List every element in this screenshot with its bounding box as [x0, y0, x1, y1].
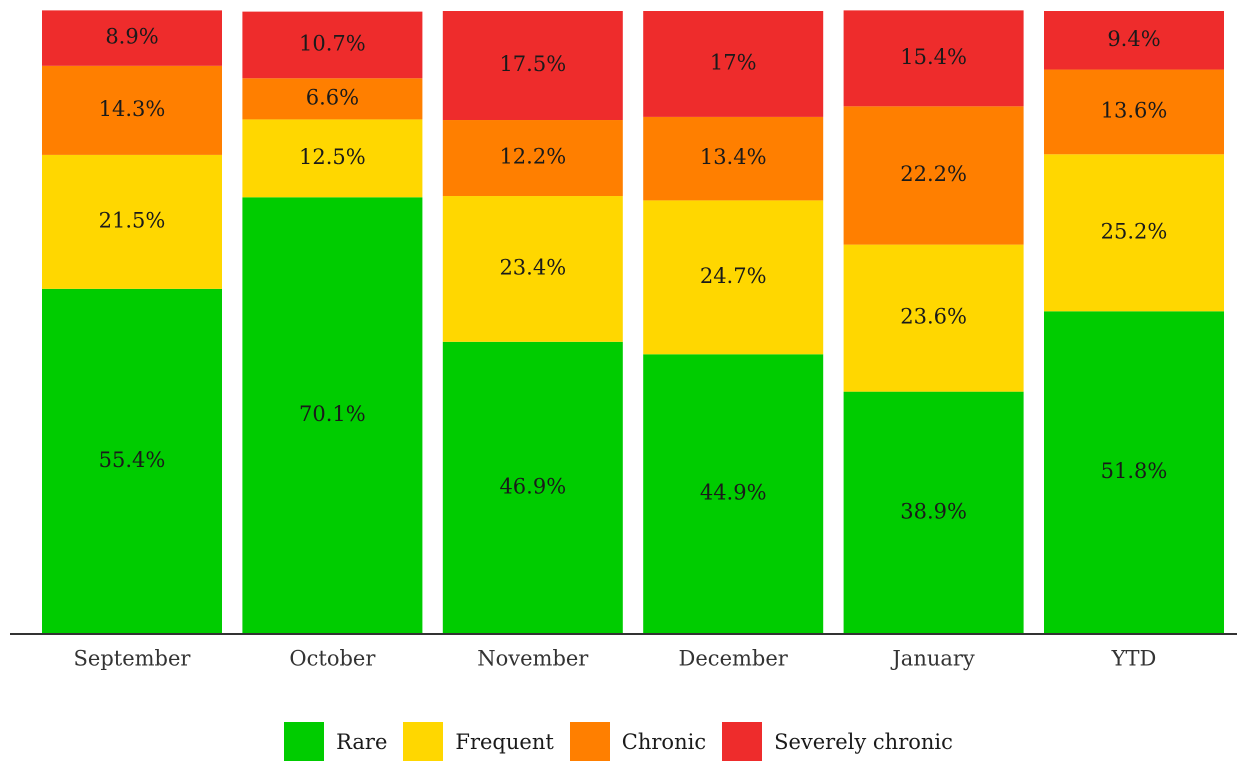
- legend-swatch-frequent: [403, 722, 444, 761]
- bar-segment-ytd-frequent: [1044, 154, 1224, 312]
- bar-segment-january-frequent: [843, 244, 1024, 392]
- bar-segment-december-frequent: [643, 200, 824, 355]
- data-label-september-chronic: 14.3%: [99, 97, 166, 121]
- data-label-october-rare: 70.1%: [299, 402, 366, 426]
- data-label-ytd-frequent: 25.2%: [1101, 219, 1168, 243]
- bar-segment-ytd-chronic: [1044, 69, 1224, 155]
- bars-layer: [42, 10, 1224, 635]
- legend-label-chronic: Chronic: [621, 730, 707, 754]
- bar-segment-november-rare: [442, 341, 623, 634]
- x-tick-label-december: December: [679, 647, 789, 671]
- data-label-january-rare: 38.9%: [900, 499, 967, 523]
- bar-segment-january-severely-chronic: [843, 10, 1024, 107]
- bar-segment-november-frequent: [442, 196, 623, 342]
- data-label-ytd-chronic: 13.6%: [1101, 98, 1168, 122]
- x-tick-label-ytd: YTD: [1111, 647, 1157, 671]
- legend-item-chronic: Chronic: [569, 722, 707, 761]
- data-label-december-frequent: 24.7%: [700, 264, 767, 288]
- data-label-october-severely-chronic: 10.7%: [299, 31, 366, 55]
- bar-segment-january-rare: [843, 391, 1024, 634]
- data-label-december-chronic: 13.4%: [700, 145, 767, 169]
- bar-segment-december-chronic: [643, 116, 824, 201]
- bar-segment-september-severely-chronic: [42, 10, 222, 66]
- data-label-november-chronic: 12.2%: [499, 145, 566, 169]
- data-label-november-severely-chronic: 17.5%: [499, 52, 566, 76]
- data-label-october-frequent: 12.5%: [299, 145, 366, 169]
- bar-segment-october-chronic: [242, 78, 423, 120]
- data-label-september-frequent: 21.5%: [99, 208, 166, 232]
- x-tick-label-november: November: [477, 647, 589, 671]
- data-label-november-rare: 46.9%: [499, 474, 566, 498]
- x-tick-label-september: September: [74, 647, 192, 671]
- data-label-december-rare: 44.9%: [700, 481, 767, 505]
- legend-item-frequent: Frequent: [403, 722, 554, 761]
- bar-segment-september-frequent: [42, 154, 222, 289]
- bar-segment-january-chronic: [843, 106, 1024, 245]
- data-label-ytd-severely-chronic: 9.4%: [1107, 27, 1160, 51]
- legend-swatch-severely-chronic: [722, 722, 763, 761]
- data-label-january-frequent: 23.6%: [900, 305, 967, 329]
- legend-item-rare: Rare: [284, 722, 387, 761]
- x-tick-label-october: October: [289, 647, 376, 671]
- legend-label-severely-chronic: Severely chronic: [774, 730, 953, 754]
- x-tick-labels-layer: September October November December January Y…: [74, 647, 1157, 671]
- data-label-september-rare: 55.4%: [99, 448, 166, 472]
- data-label-ytd-rare: 51.8%: [1101, 459, 1168, 483]
- legend-label-rare: Rare: [336, 730, 388, 754]
- bar-segment-ytd-rare: [1044, 311, 1224, 634]
- legend-swatch-chronic: [569, 722, 610, 761]
- data-label-november-frequent: 23.4%: [499, 255, 566, 279]
- data-label-september-severely-chronic: 8.9%: [105, 25, 158, 49]
- bar-segment-september-rare: [42, 288, 222, 634]
- data-label-october-chronic: 6.6%: [306, 85, 359, 109]
- bar-segment-november-chronic: [442, 120, 623, 197]
- bar-segment-october-rare: [242, 197, 423, 635]
- data-label-december-severely-chronic: 17%: [710, 50, 757, 74]
- legend: Rare Frequent Chronic Severely chronic: [0, 722, 1237, 761]
- bar-segment-ytd-severely-chronic: [1044, 11, 1224, 70]
- legend-item-severely-chronic: Severely chronic: [722, 722, 953, 761]
- segment-labels-layer: 55.4% 21.5% 14.3% 8.9% 70.1% 12.5% 6.6% 10.7% 46…: [99, 25, 1168, 524]
- x-tick-label-january: January: [890, 647, 975, 671]
- data-label-january-severely-chronic: 15.4%: [900, 45, 967, 69]
- bar-segment-october-frequent: [242, 119, 423, 198]
- legend-label-frequent: Frequent: [455, 730, 554, 754]
- bar-segment-september-chronic: [42, 65, 222, 155]
- data-label-january-chronic: 22.2%: [900, 162, 967, 186]
- legend-swatch-rare: [284, 722, 325, 761]
- bar-segment-november-severely-chronic: [442, 11, 623, 121]
- bar-segment-december-rare: [643, 354, 824, 634]
- bar-segment-october-severely-chronic: [242, 11, 423, 79]
- bar-segment-december-severely-chronic: [643, 11, 824, 117]
